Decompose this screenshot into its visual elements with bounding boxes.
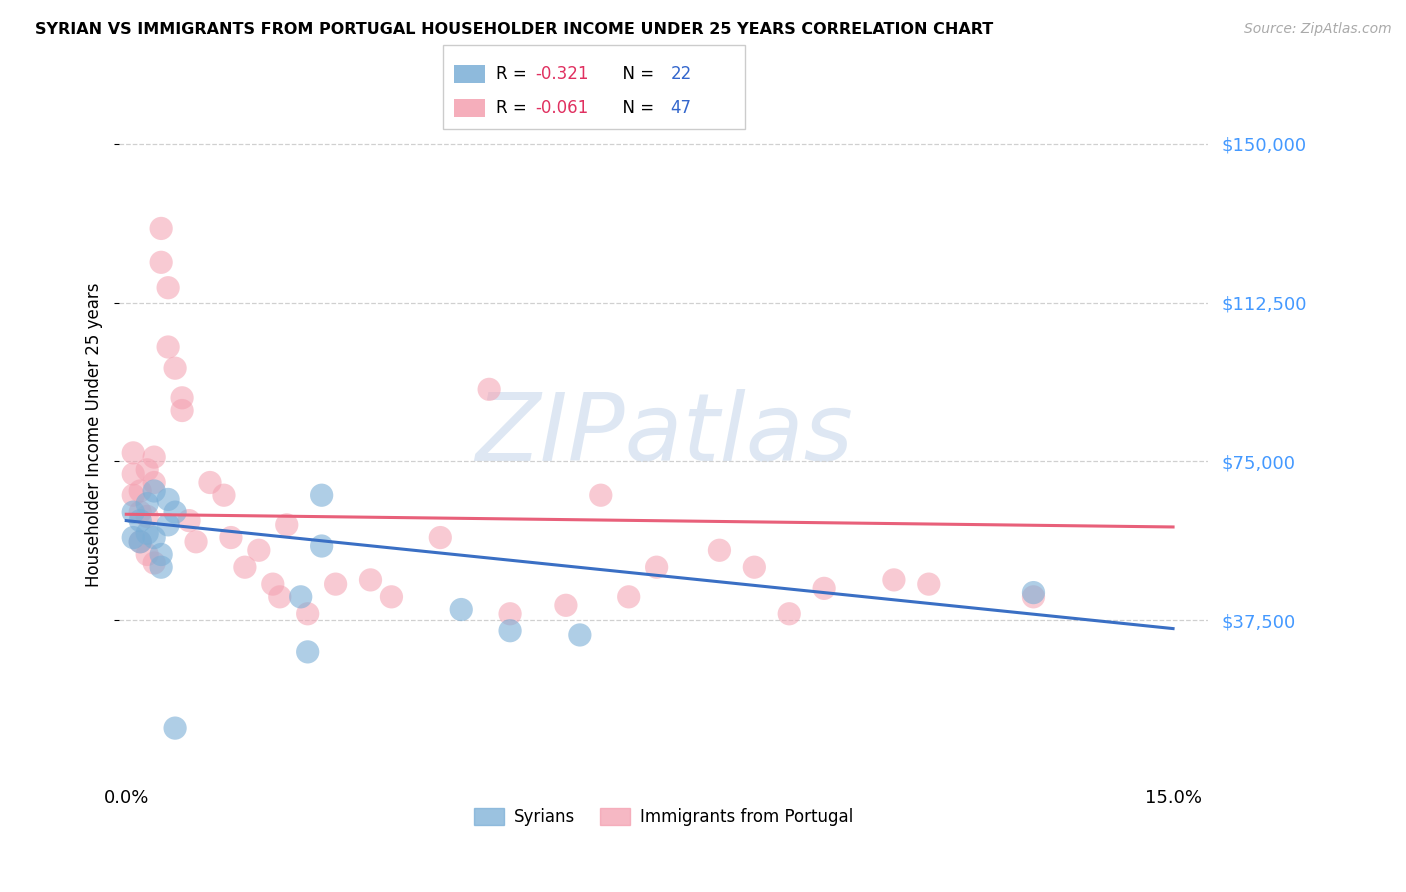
Text: N =: N = [612,99,659,117]
Point [129,483,152,498]
Point [499,607,522,621]
Point [450,602,472,616]
Text: R =: R = [496,99,533,117]
Point [380,590,402,604]
Point [150,548,173,562]
Point [478,382,501,396]
Point [297,607,319,621]
Point [297,645,319,659]
Point [918,577,941,591]
Point [883,573,905,587]
Point [136,509,159,524]
Text: R =: R = [496,65,533,83]
Point [122,531,145,545]
Point [645,560,668,574]
Point [172,391,194,405]
Point [212,488,235,502]
Point [157,281,180,295]
Point [744,560,766,574]
Point [143,483,166,498]
Point [276,517,298,532]
Text: ZIPatlas: ZIPatlas [475,390,852,481]
Point [247,543,270,558]
Point [122,488,145,502]
Point [554,599,576,613]
Point [122,505,145,519]
Point [157,340,180,354]
Text: N =: N = [612,65,659,83]
Text: 22: 22 [671,65,692,83]
Point [136,463,159,477]
Point [129,534,152,549]
Point [290,590,312,604]
Point [778,607,800,621]
Point [157,492,180,507]
Text: SYRIAN VS IMMIGRANTS FROM PORTUGAL HOUSEHOLDER INCOME UNDER 25 YEARS CORRELATION: SYRIAN VS IMMIGRANTS FROM PORTUGAL HOUSE… [35,22,994,37]
Point [143,475,166,490]
Point [269,590,291,604]
Point [165,361,187,376]
Point [311,488,333,502]
Text: Source: ZipAtlas.com: Source: ZipAtlas.com [1244,22,1392,37]
Point [136,548,159,562]
Point [219,531,242,545]
Point [1022,585,1045,599]
Point [150,221,173,235]
Point [129,514,152,528]
Point [143,531,166,545]
Point [122,467,145,481]
Point [122,446,145,460]
Point [136,526,159,541]
Text: -0.321: -0.321 [536,65,589,83]
Point [165,505,187,519]
Point [150,255,173,269]
Text: -0.061: -0.061 [536,99,589,117]
Point [157,517,180,532]
Point [150,560,173,574]
Point [311,539,333,553]
Point [143,450,166,464]
Point [429,531,451,545]
Point [262,577,284,591]
Point [568,628,591,642]
Point [813,582,835,596]
Point [499,624,522,638]
Point [233,560,256,574]
Y-axis label: Householder Income Under 25 years: Householder Income Under 25 years [86,283,103,587]
Point [589,488,612,502]
Legend: Syrians, Immigrants from Portugal: Syrians, Immigrants from Portugal [467,801,860,832]
Point [143,556,166,570]
Point [1022,590,1045,604]
Point [709,543,731,558]
Point [129,505,152,519]
Point [198,475,221,490]
Point [184,534,207,549]
Point [136,497,159,511]
Point [325,577,347,591]
Point [165,721,187,735]
Point [617,590,640,604]
Point [172,403,194,417]
Point [129,534,152,549]
Text: 47: 47 [671,99,692,117]
Point [360,573,382,587]
Point [177,514,200,528]
